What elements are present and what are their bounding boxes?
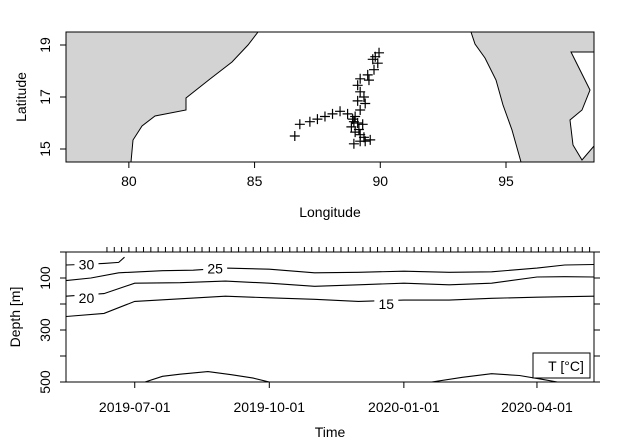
track-point-marker <box>335 106 346 117</box>
isotherm-label-bg <box>203 259 228 278</box>
track-point-marker <box>355 86 366 97</box>
isotherm-label: 25 <box>207 260 223 276</box>
map-x-label: Longitude <box>299 204 361 220</box>
section-y-label: Depth [m] <box>7 287 23 348</box>
track-point-marker <box>342 108 353 119</box>
section-x-tick-label: 2020-01-01 <box>368 399 440 415</box>
profile-time-ticks <box>106 247 591 252</box>
section-x-tick-label: 2019-07-01 <box>99 399 171 415</box>
section-x-tick-label: 2019-10-01 <box>233 399 305 415</box>
isotherm-label: 30 <box>79 256 95 272</box>
map-y-tick-label: 15 <box>37 141 53 157</box>
temperature-contours: 30 25 20 15 <box>65 255 595 383</box>
land-myanmar <box>470 31 595 163</box>
track-point-marker <box>352 80 363 91</box>
track-point-marker <box>365 134 376 145</box>
isotherm-label-bg <box>74 255 99 274</box>
isotherm-line <box>65 295 595 318</box>
land-india <box>65 31 260 163</box>
isotherm-line <box>65 276 595 297</box>
isotherm-line <box>144 371 270 383</box>
track-point-marker <box>372 58 383 69</box>
section-x-label: Time <box>315 424 346 440</box>
section-x-tick-label: 2020-04-01 <box>501 399 573 415</box>
track-point-marker <box>347 114 358 125</box>
isotherm-label: 20 <box>79 290 95 306</box>
isotherm-line <box>65 263 595 282</box>
track-point-marker <box>289 131 300 141</box>
map-y-label: Latitude <box>13 72 29 122</box>
legend-box: T [°C] <box>532 352 591 379</box>
map-y-axis: 15 17 19 <box>37 37 66 157</box>
section-y-axis: 100 300 500 <box>37 251 600 394</box>
map-panel: 80 85 90 95 15 17 19 Longitude Latitude <box>13 31 595 220</box>
isotherm-label-bg <box>374 295 399 313</box>
track-point-marker <box>362 69 373 80</box>
track-point-marker <box>355 73 366 84</box>
map-x-tick-label: 90 <box>372 173 388 189</box>
isotherm-label: 15 <box>379 296 395 312</box>
track-point-marker <box>357 119 368 130</box>
track-point-marker <box>369 64 379 75</box>
map-y-tick-label: 19 <box>37 37 53 53</box>
track-point-marker <box>360 98 371 109</box>
section-y-tick-label: 500 <box>37 370 53 394</box>
track-point-marker <box>363 75 374 86</box>
isotherm-line <box>431 373 558 383</box>
track-point-marker <box>304 116 315 127</box>
track-point-marker <box>348 138 359 149</box>
section-plot-frame <box>65 251 595 383</box>
map-x-tick-label: 80 <box>121 173 137 189</box>
track-point-marker <box>346 121 357 132</box>
legend-label: T [°C] <box>548 358 584 374</box>
section-y-tick-label: 300 <box>37 318 53 342</box>
track-point-marker <box>355 105 366 115</box>
track-point-marker <box>360 136 371 147</box>
track-points <box>289 47 385 149</box>
map-y-tick-label: 17 <box>37 89 53 105</box>
isotherm-label-bg <box>74 288 99 307</box>
track-point-marker <box>352 95 363 106</box>
track-point-marker <box>367 54 378 65</box>
section-x-axis: 2019-07-01 2019-10-01 2020-01-01 2020-04-01 <box>99 382 573 415</box>
section-y-tick-label: 100 <box>37 266 53 290</box>
map-x-axis: 80 85 90 95 <box>121 162 514 189</box>
track-point-marker <box>294 119 305 130</box>
track-point-marker <box>358 92 369 102</box>
track-point-marker <box>353 124 364 135</box>
track-point-marker <box>327 108 338 119</box>
track-point-marker <box>312 114 323 125</box>
map-x-tick-label: 95 <box>498 173 514 189</box>
track-point-marker <box>350 111 361 122</box>
map-x-tick-label: 85 <box>247 173 263 189</box>
track-point-marker <box>319 111 330 122</box>
track-point-marker <box>348 116 359 127</box>
track-point-marker <box>374 47 385 58</box>
